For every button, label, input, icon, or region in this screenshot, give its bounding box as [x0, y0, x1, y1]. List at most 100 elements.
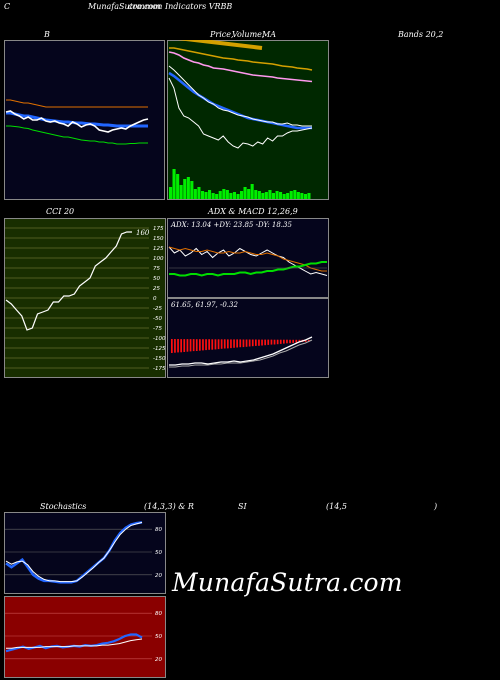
- rsi-bg: [4, 596, 166, 678]
- volume-bar: [257, 191, 261, 199]
- adx-annotation: ADX: 13.04 +DY: 23.85 -DY: 18.35: [170, 221, 292, 229]
- macd-histogram-bar: [264, 339, 266, 346]
- macd-histogram-bar: [220, 339, 223, 349]
- volume-bar: [254, 190, 258, 199]
- volume-bar: [186, 177, 190, 199]
- volume-bar: [282, 194, 286, 199]
- macd-histogram-bar: [279, 339, 282, 344]
- macd-histogram-bar: [283, 339, 285, 344]
- stoch-tick-label: 80: [155, 527, 162, 533]
- volume-bar: [204, 192, 208, 199]
- macd-histogram-bar: [217, 339, 220, 350]
- stoch-series-1: [5, 521, 143, 583]
- label-si: SI: [238, 502, 247, 511]
- volume-bar: [264, 192, 268, 199]
- volume-bar: [218, 191, 222, 199]
- macd-histogram-bar: [292, 339, 294, 343]
- price-series-3: [168, 65, 312, 127]
- macd-series-0: [169, 336, 313, 366]
- macd-annotation: 61.65, 61.97, -0.32: [171, 301, 238, 309]
- header-letter: C: [4, 2, 11, 11]
- stoch-tick-label: 50: [155, 550, 162, 556]
- rsi-tick-label: 80: [155, 611, 162, 617]
- macd-histogram-bar: [214, 339, 217, 350]
- macd-bg: [167, 298, 329, 378]
- macd-histogram-bar: [245, 339, 248, 347]
- bollinger-series-1: [6, 111, 148, 128]
- volume-bar: [240, 191, 244, 199]
- adx-series-1: [168, 246, 327, 272]
- cci-tick-label: -175: [153, 366, 166, 372]
- macd-histogram-bar: [186, 339, 189, 352]
- cci-tick-label: -75: [153, 326, 162, 332]
- price-gold-band: [177, 40, 263, 50]
- cci-tick-label: -100: [153, 336, 166, 342]
- stoch-bg: [4, 512, 166, 594]
- macd-histogram-bar: [183, 339, 186, 352]
- volume-bar: [197, 187, 201, 199]
- macd-histogram-bar: [205, 339, 207, 351]
- bollinger-series-2: [6, 99, 148, 108]
- volume-bar: [193, 189, 197, 199]
- macd-histogram-bar: [289, 339, 291, 344]
- macd-histogram-bar: [189, 339, 192, 352]
- volume-bar: [250, 184, 254, 199]
- volume-bar: [247, 189, 251, 199]
- macd-histogram-bar: [177, 339, 179, 353]
- cci-tick-label: 175: [153, 226, 164, 232]
- macd-series-1: [169, 339, 313, 368]
- volume-bar: [179, 185, 183, 199]
- label-close-paren: ): [434, 502, 438, 511]
- macd-histogram-bar: [304, 339, 307, 342]
- label-b: B: [44, 30, 50, 39]
- macd-histogram-bar: [195, 339, 198, 351]
- stochastics-panel: 80 50 20: [4, 512, 166, 594]
- cci-tick-label: -125: [153, 346, 166, 352]
- volume-bar: [183, 179, 187, 199]
- macd-histogram-bar: [230, 339, 232, 349]
- cci-tick-label: 50: [153, 276, 160, 282]
- volume-bar: [222, 189, 226, 199]
- cci-last-label: 160: [136, 229, 150, 237]
- cci-tick-label: -25: [153, 306, 162, 312]
- bollinger-series-0: [6, 125, 148, 145]
- macd-histogram-bar: [174, 339, 176, 353]
- volume-bar: [286, 193, 290, 199]
- volume-bar: [289, 191, 293, 199]
- volume-bar: [296, 192, 300, 199]
- cci-tick-label: 25: [153, 286, 160, 292]
- macd-histogram-bar: [307, 339, 310, 342]
- rsi-tick-label: 20: [155, 657, 162, 663]
- bollinger-panel: [4, 40, 165, 200]
- macd-histogram-bar: [273, 339, 276, 345]
- volume-bar: [300, 193, 304, 199]
- rsi-panel: 80 50 20: [4, 596, 166, 678]
- macd-histogram-bar: [223, 339, 226, 349]
- adx-panel: ADX: 13.04 +DY: 23.85 -DY: 18.35: [167, 218, 329, 298]
- rsi-tick-label: 50: [155, 634, 162, 640]
- macd-histogram-bar: [202, 339, 204, 351]
- site-title[interactable]: MunafaSutra.com: [88, 2, 161, 11]
- cci-tick-label: 0: [153, 296, 157, 302]
- stoch-tick-label: 20: [155, 573, 162, 579]
- volume-bar: [215, 194, 219, 199]
- bollinger-series-3: [5, 110, 149, 133]
- cci-panel: 175 150 125 100 75 50 25 0 -25 -50 -75 -100 -125 -150…: [4, 218, 166, 378]
- macd-histogram-bar: [239, 339, 242, 348]
- macd-histogram-bar: [267, 339, 270, 345]
- macd-histogram-bar: [192, 339, 195, 352]
- volume-bar: [271, 193, 275, 199]
- macd-histogram-bar: [248, 339, 251, 347]
- macd-histogram-bar: [180, 339, 182, 353]
- volume-bar: [303, 194, 307, 199]
- cci-tick-label: -50: [153, 316, 162, 322]
- label-adx-macd: ADX & MACD 12,26,9: [208, 207, 298, 216]
- volume-bar: [307, 193, 311, 199]
- adx-series-0: [168, 246, 328, 276]
- macd-histogram-bar: [286, 339, 288, 344]
- macd-histogram-bar: [276, 339, 279, 345]
- macd-histogram-bar: [199, 339, 201, 351]
- macd-histogram-bar: [270, 339, 273, 345]
- volume-bar: [225, 190, 229, 199]
- macd-histogram-bar: [233, 339, 235, 348]
